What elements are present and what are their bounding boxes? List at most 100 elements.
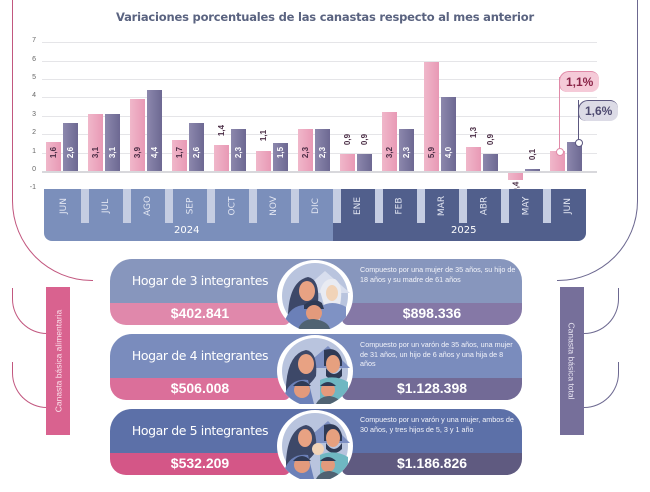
gridline (42, 115, 597, 117)
month-separator (501, 189, 509, 223)
bar-value-label: 2,6 (192, 147, 201, 159)
month-axis: 2024 2025 JUN JUL AGO SEP OCT NOV DIC ENE FEB MAR… (44, 189, 586, 241)
bar-cbt-ene: 0,9 (357, 134, 372, 171)
gridline (42, 60, 597, 62)
household-description: Compuesto por una mujer de 35 años, su h… (360, 265, 516, 284)
cbt-value-band: $898.336 (342, 303, 522, 325)
bar-value-label: 4,0 (444, 147, 453, 159)
bar-chart: 7 6 5 4 3 2 1 0 -1 1,6 2,6 3,1 3,1 3,9 4,4 1,7 2,6 1,4 2,3… (20, 30, 600, 200)
cbt-value-band: $1.128.398 (342, 378, 522, 400)
callout-total-jun-2025: 1,6% (578, 100, 619, 121)
y-tick-label: 7 (32, 37, 36, 45)
bar-value-label: 1,3 (469, 126, 478, 138)
bar-cba-dic: 2,3 (298, 128, 313, 171)
month-label-jun: JUN (58, 198, 69, 214)
bracket-line-left-1 (12, 288, 47, 334)
bar-value-label: 2,3 (234, 147, 243, 159)
cbt-value: $898.336 (402, 305, 462, 321)
bar-cbt-jun: 2,6 (63, 123, 78, 171)
bar-value-label: 0,9 (360, 133, 369, 145)
family-3-icon (277, 260, 353, 332)
year-label-2025: 2025 (451, 225, 477, 236)
bar-cba-may: -0,4 (508, 173, 523, 195)
month-separator (249, 189, 257, 223)
month-label-ene: ENE (352, 196, 363, 216)
bar-cbt-feb: 2,3 (399, 128, 414, 171)
y-tick-label: 5 (32, 74, 36, 81)
cbt-value: $1.128.398 (396, 380, 468, 396)
family-5-icon (277, 410, 353, 482)
bar-value-label: 1,4 (217, 124, 226, 136)
bar-cbt-ago: 4,4 (147, 90, 162, 171)
bar-value-label: 1,1 (259, 130, 268, 142)
bar-cbt-jun (567, 141, 582, 171)
y-tick-label: -1 (29, 184, 36, 192)
bar-value-label: 2,3 (301, 147, 310, 159)
cba-value-band: $402.841 (110, 303, 290, 325)
y-tick-label: 0 (32, 166, 36, 173)
bar-cbt-nov: 1,5 (273, 143, 288, 171)
month-label-oct: OCT (227, 196, 237, 216)
month-separator (375, 189, 383, 223)
bracket-line-right-1 (584, 288, 619, 334)
month-label-feb: FEB (394, 197, 405, 215)
month-label-may: MAY (520, 196, 531, 216)
bar-cbt-mar: 4,0 (441, 97, 456, 171)
bar-value-label: 2,3 (402, 147, 411, 159)
bar-value-label: 3,1 (108, 147, 117, 159)
month-label-abr: ABR (479, 196, 489, 216)
chart-title: Variaciones porcentuales de las canastas… (116, 10, 534, 24)
bar-cba-nov: 1,1 (256, 130, 271, 171)
month-separator (81, 189, 89, 223)
bar-cba-ene: 0,9 (340, 134, 355, 171)
bar-cbt-may: 0,1 (525, 149, 540, 172)
month-label-mar: MAR (437, 195, 447, 217)
bracket-line-right-2 (584, 362, 619, 408)
cba-value-band: $506.008 (110, 378, 290, 400)
household-description: Compuesto por un varón y una mujer, ambo… (360, 415, 514, 434)
bar-cbt-dic: 2,3 (315, 128, 330, 171)
bar-value-label: 2,3 (318, 147, 327, 159)
month-separator (543, 189, 551, 223)
bar-cba-jul: 3,1 (88, 113, 103, 171)
cba-value-band: $532.209 (110, 453, 290, 475)
bar-value-label: 3,9 (133, 147, 142, 159)
bar-value-label: 2,6 (66, 147, 75, 159)
bar-value-label: 1,5 (276, 147, 285, 159)
zero-line (42, 171, 597, 173)
household-card-3: $402.841 $898.336 Hogar de 3 integrantes… (110, 259, 522, 332)
cba-value: $402.841 (170, 305, 230, 321)
year-band-2024 (44, 189, 333, 241)
family-4-icon (277, 335, 353, 407)
cbt-value: $1.186.826 (396, 455, 468, 471)
household-description: Compuesto por un varón de 35 años, una m… (360, 340, 513, 368)
gridline (42, 97, 597, 99)
y-tick-label: 4 (32, 92, 36, 100)
callout-food-jun-2025: 1,1% (559, 71, 600, 92)
household-title: Hogar de 5 integrantes (131, 423, 269, 438)
bar-value-label: 4,4 (150, 147, 159, 159)
bar-cbt-abr: 0,9 (483, 134, 498, 171)
y-tick-label: 2 (32, 129, 36, 137)
bar-cbt-oct: 2,3 (231, 128, 246, 171)
bar-cba-abr: 1,3 (466, 127, 481, 171)
cba-side-label: Canasta básica alimentaria (46, 287, 70, 435)
household-title: Hogar de 3 integrantes (131, 273, 269, 288)
cbt-side-label: Canasta básica total (560, 287, 584, 435)
cbt-value-band: $1.186.826 (342, 453, 522, 475)
bar-cba-jun: 1,6 (46, 141, 61, 171)
month-label-nov: NOV (268, 196, 279, 216)
callout-dot-food (556, 148, 564, 156)
callout-leader-total (578, 100, 579, 142)
month-separator (165, 189, 173, 223)
month-separator (417, 189, 425, 223)
month-separator (333, 189, 341, 223)
bar-cba-sep: 1,7 (172, 139, 187, 171)
month-label-dic: DIC (311, 198, 321, 214)
bar-cbt-jul: 3,1 (105, 113, 120, 171)
bar-cbt-sep: 2,6 (189, 123, 204, 171)
gridline (42, 42, 597, 44)
month-label-jul: JUL (100, 198, 111, 214)
bar-value-label: 3,1 (91, 147, 100, 159)
month-label-ago: AGO (143, 195, 153, 217)
